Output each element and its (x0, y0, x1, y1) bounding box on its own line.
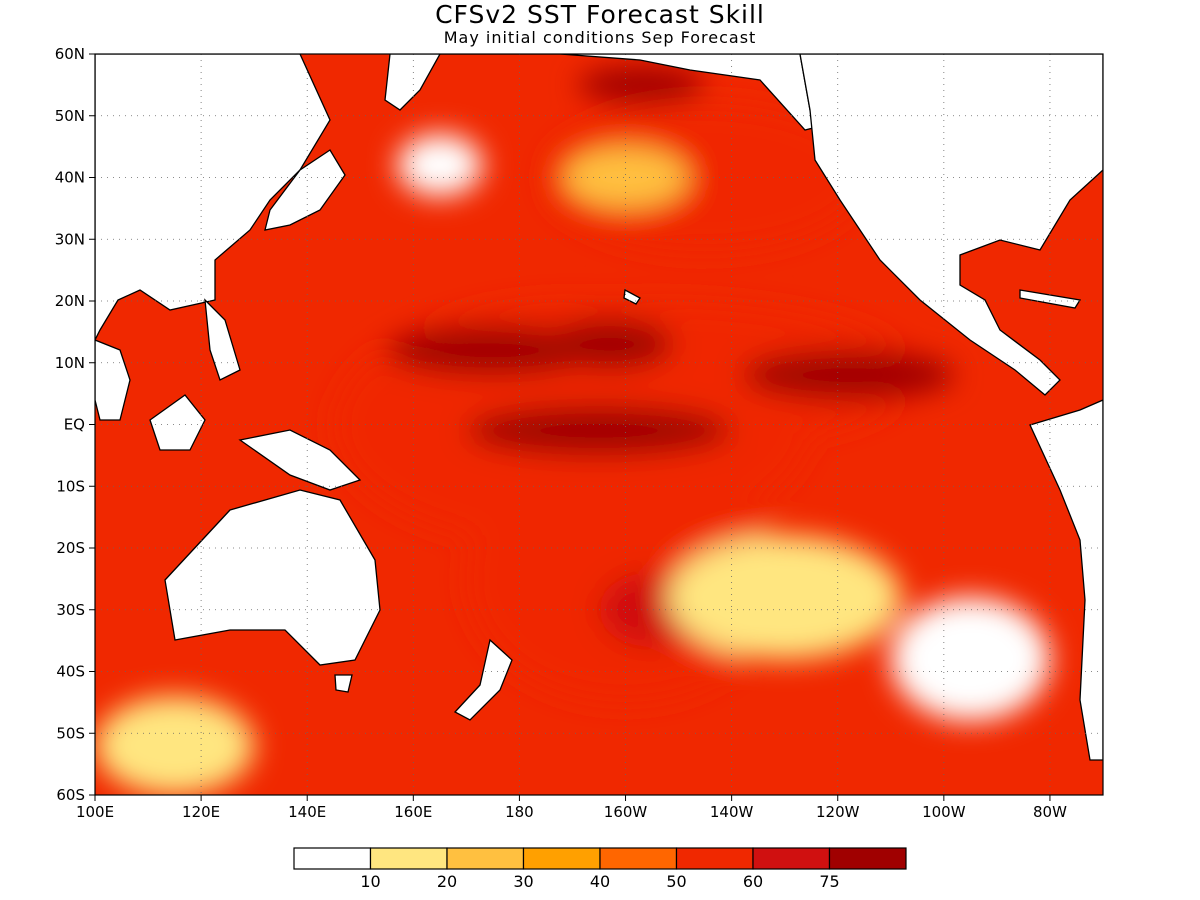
skill-region (742, 350, 955, 400)
lon-tick-label: 140W (710, 803, 754, 821)
colorbar-swatch (675, 847, 754, 870)
philippines-land (204, 298, 241, 381)
lat-tick-label: 30N (55, 230, 85, 248)
colorbar-label: 50 (666, 872, 686, 891)
skill-region (545, 319, 674, 369)
kamchatka-land (384, 54, 441, 111)
south-america-land (1029, 399, 1103, 761)
lon-tick-label: 180 (505, 803, 534, 821)
lat-tick-label: 20S (56, 539, 85, 557)
lon-tick-label: 160W (604, 803, 648, 821)
lat-tick-label: 60N (55, 45, 85, 63)
skill-region (95, 696, 255, 795)
lon-tick-label: 100W (922, 803, 966, 821)
lat-tick-label: 20N (55, 292, 85, 310)
skill-region (466, 405, 732, 456)
colorbar-swatch (752, 847, 831, 870)
skill-region (545, 103, 865, 252)
colorbar-label: 10 (360, 872, 380, 891)
colorbar-swatch (599, 847, 678, 870)
map-title: CFSv2 SST Forecast Skill (435, 0, 765, 29)
lon-tick-label: 120W (816, 803, 860, 821)
lat-tick-label: 10S (56, 477, 85, 495)
cuba-land (1019, 289, 1082, 309)
colorbar-swatch (522, 847, 601, 870)
borneo-land (149, 394, 206, 451)
colorbar-swatch (828, 847, 907, 870)
lat-tick-label: 60S (56, 786, 85, 804)
new-zealand-land (453, 638, 513, 721)
colorbar-label: 75 (819, 872, 839, 891)
colorbar-label: 20 (437, 872, 457, 891)
lat-tick-label: 50S (56, 724, 85, 742)
colorbar-label: 60 (743, 872, 763, 891)
lon-tick-label: 100E (76, 803, 114, 821)
lon-tick-label: 80W (1033, 803, 1067, 821)
skill-region (577, 66, 706, 104)
skill-region (667, 535, 902, 660)
lat-tick-label: 40S (56, 663, 85, 681)
tasmania-land (334, 674, 353, 693)
lat-tick-label: 10N (55, 354, 85, 372)
japan-land (264, 149, 346, 231)
indochina-land (95, 339, 131, 421)
graticule (95, 54, 1103, 795)
colorbar-swatch (446, 847, 525, 870)
colorbar-label: 30 (513, 872, 533, 891)
australia-land (164, 489, 381, 666)
latitude-labels: 60N 50N 40N 30N 20N 10N EQ 10S 20S 30S 40S 50S 60S (55, 45, 95, 804)
lon-tick-label: 160E (394, 803, 432, 821)
lat-tick-label: 50N (55, 107, 85, 125)
skill-region (561, 146, 690, 209)
skill-region (890, 597, 1050, 721)
colorbar-label: 40 (590, 872, 610, 891)
lon-tick-label: 120E (182, 803, 220, 821)
plot-area (95, 54, 1103, 795)
colorbar-swatch (293, 847, 372, 870)
north-america-land (799, 54, 1103, 396)
colorbar-boxes (293, 847, 907, 870)
colorbar-labels: 10 20 30 40 50 60 75 (360, 872, 839, 891)
skill-region (397, 134, 483, 197)
new-guinea-land (238, 429, 362, 491)
colorbar-swatch (369, 847, 448, 870)
lat-tick-label: 30S (56, 601, 85, 619)
lon-tick-label: 140E (288, 803, 326, 821)
lat-tick-label: 40N (55, 169, 85, 187)
map-subtitle: May initial conditions Sep Forecast (443, 28, 757, 47)
hawaii-land (623, 288, 641, 305)
longitude-labels: 100E 120E 140E 160E 180 160W 140W 120W 100W 80W (76, 795, 1067, 821)
colorbar: 10 20 30 40 50 60 75 (293, 847, 907, 891)
lat-tick-label: EQ (64, 416, 85, 434)
land-masses (95, 54, 1103, 761)
skill-field (95, 66, 1050, 795)
asia-land (95, 54, 331, 341)
